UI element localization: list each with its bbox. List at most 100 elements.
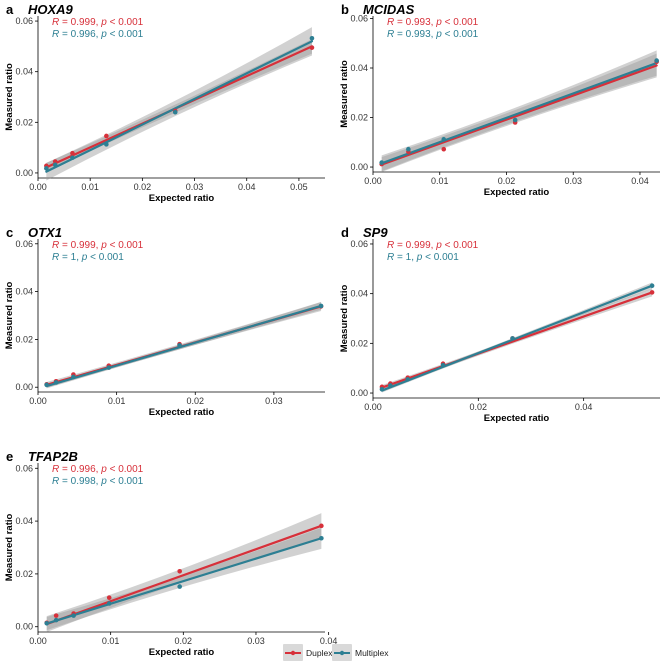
- data-point-duplex: [70, 150, 75, 156]
- legend-label-duplex: Duplex: [306, 648, 333, 658]
- y-tick-label: 0.06: [350, 13, 368, 23]
- data-point-multiplex: [71, 613, 76, 618]
- panel-c: c OTX1 0.00 0.02 0.04 0.06 0.00 0.01 0.02 0.03 Exp…: [4, 225, 325, 418]
- fit-line-duplex: [380, 64, 658, 166]
- x-tick-label: 0.03: [247, 636, 265, 646]
- fit-line-multiplex: [380, 284, 654, 392]
- stat-text-duplex: R = 0.999, p < 0.001: [387, 240, 479, 251]
- y-tick-label: 0.06: [350, 239, 368, 249]
- confidence-band-multiplex: [46, 527, 322, 631]
- y-axis-title: Measured ratio: [4, 514, 15, 582]
- fit-line-multiplex: [45, 304, 323, 388]
- x-axis-title: Expected ratio: [149, 407, 215, 418]
- stat-text-multiplex: R = 1, p < 0.001: [52, 252, 124, 263]
- confidence-band-multiplex: [381, 50, 657, 172]
- y-tick-label: 0.04: [15, 516, 33, 526]
- y-tick-label: 0.00: [15, 622, 33, 632]
- data-point-duplex: [319, 523, 324, 529]
- x-tick-label: 0.02: [175, 636, 193, 646]
- y-tick-label: 0.02: [15, 117, 33, 127]
- x-tick-label: 0.01: [102, 636, 120, 646]
- data-point-multiplex: [405, 377, 411, 382]
- data-point-multiplex: [104, 142, 109, 147]
- fit-line-duplex: [380, 291, 654, 389]
- x-tick-label: 0.00: [364, 402, 382, 412]
- y-tick-label: 0.02: [350, 113, 368, 123]
- data-point-multiplex: [52, 162, 58, 168]
- y-tick-label: 0.02: [15, 569, 33, 579]
- y-axis-title: Measured ratio: [339, 285, 350, 353]
- fit-line-multiplex: [45, 537, 323, 625]
- data-point-multiplex: [53, 617, 59, 623]
- x-tick-label: 0.02: [186, 396, 204, 406]
- data-point-multiplex: [512, 117, 518, 123]
- x-axis-title: Expected ratio: [149, 193, 215, 204]
- data-point-duplex: [309, 45, 315, 50]
- data-point-multiplex: [319, 535, 324, 541]
- panel-letter: a: [6, 2, 14, 17]
- data-point-multiplex: [440, 362, 446, 368]
- data-point-multiplex: [309, 35, 315, 41]
- data-point-duplex: [106, 595, 112, 600]
- y-tick-label: 0.00: [350, 388, 368, 398]
- x-tick-label: 0.00: [29, 636, 47, 646]
- data-point-multiplex: [172, 109, 178, 115]
- x-tick-label: 0.01: [108, 396, 126, 406]
- x-axis-title: Expected ratio: [484, 413, 550, 424]
- panel-title: HOXA9: [28, 2, 74, 17]
- data-point-multiplex: [177, 343, 182, 348]
- data-point-duplex: [104, 133, 109, 139]
- y-tick-label: 0.04: [350, 63, 368, 73]
- stat-text-multiplex: R = 1, p < 0.001: [387, 252, 459, 263]
- fit-line-duplex: [45, 524, 323, 626]
- stat-text-duplex: R = 0.996, p < 0.001: [52, 464, 144, 475]
- x-tick-label: 0.03: [186, 182, 204, 192]
- y-tick-label: 0.04: [350, 289, 368, 299]
- data-point-multiplex: [106, 601, 112, 606]
- x-tick-label: 0.02: [470, 402, 488, 412]
- data-point-multiplex: [379, 160, 384, 165]
- x-tick-label: 0.04: [238, 182, 256, 192]
- panel-d: d SP9 0.00 0.02 0.04 0.06 0.00 0.02 0.04 Expected…: [339, 225, 660, 424]
- stat-text-multiplex: R = 0.998, p < 0.001: [52, 476, 144, 487]
- data-point-duplex: [441, 146, 447, 152]
- x-tick-label: 0.00: [29, 396, 47, 406]
- x-tick-label: 0.00: [364, 176, 382, 186]
- y-axis-title: Measured ratio: [4, 63, 15, 131]
- panel-title: OTX1: [28, 225, 62, 240]
- legend: Duplex Multiplex: [283, 644, 389, 661]
- x-tick-label: 0.01: [81, 182, 99, 192]
- x-tick-label: 0.04: [631, 176, 649, 186]
- y-tick-label: 0.06: [15, 16, 33, 26]
- y-tick-label: 0.04: [15, 67, 33, 77]
- panel-title: SP9: [363, 225, 388, 240]
- panel-title: TFAP2B: [28, 449, 78, 464]
- stat-text-duplex: R = 0.999, p < 0.001: [52, 17, 144, 28]
- data-point-multiplex: [44, 382, 49, 388]
- x-tick-label: 0.04: [575, 402, 593, 412]
- legend-dot-duplex: [290, 650, 296, 656]
- x-axis-title: Expected ratio: [484, 187, 550, 198]
- data-point-multiplex: [106, 365, 112, 370]
- x-tick-label: 0.00: [29, 182, 47, 192]
- data-point-multiplex: [44, 166, 49, 171]
- data-point-duplex: [649, 290, 655, 295]
- data-point-duplex: [52, 159, 58, 164]
- data-point-multiplex: [654, 58, 659, 63]
- x-tick-label: 0.05: [290, 182, 308, 192]
- fit-line-multiplex: [45, 40, 314, 173]
- panel-b: b MCIDAS 0.00 0.02 0.04 0.06 0.00 0.01 0.02 0.03 0…: [339, 2, 660, 198]
- y-axis-title: Measured ratio: [339, 60, 350, 128]
- y-tick-label: 0.02: [15, 334, 33, 344]
- y-tick-label: 0.06: [15, 239, 33, 249]
- data-point-multiplex: [71, 374, 76, 380]
- data-point-multiplex: [510, 336, 515, 341]
- data-point-multiplex: [379, 387, 385, 392]
- x-tick-label: 0.04: [320, 636, 338, 646]
- panel-a: a HOXA9 0.00 0.02 0.04 0.06 0.00 0.01 0.02 0.03 0.…: [4, 2, 325, 204]
- data-point-multiplex: [441, 137, 447, 142]
- x-tick-label: 0.01: [431, 176, 449, 186]
- data-point-duplex: [53, 613, 59, 618]
- stat-text-duplex: R = 0.993, p < 0.001: [387, 17, 479, 28]
